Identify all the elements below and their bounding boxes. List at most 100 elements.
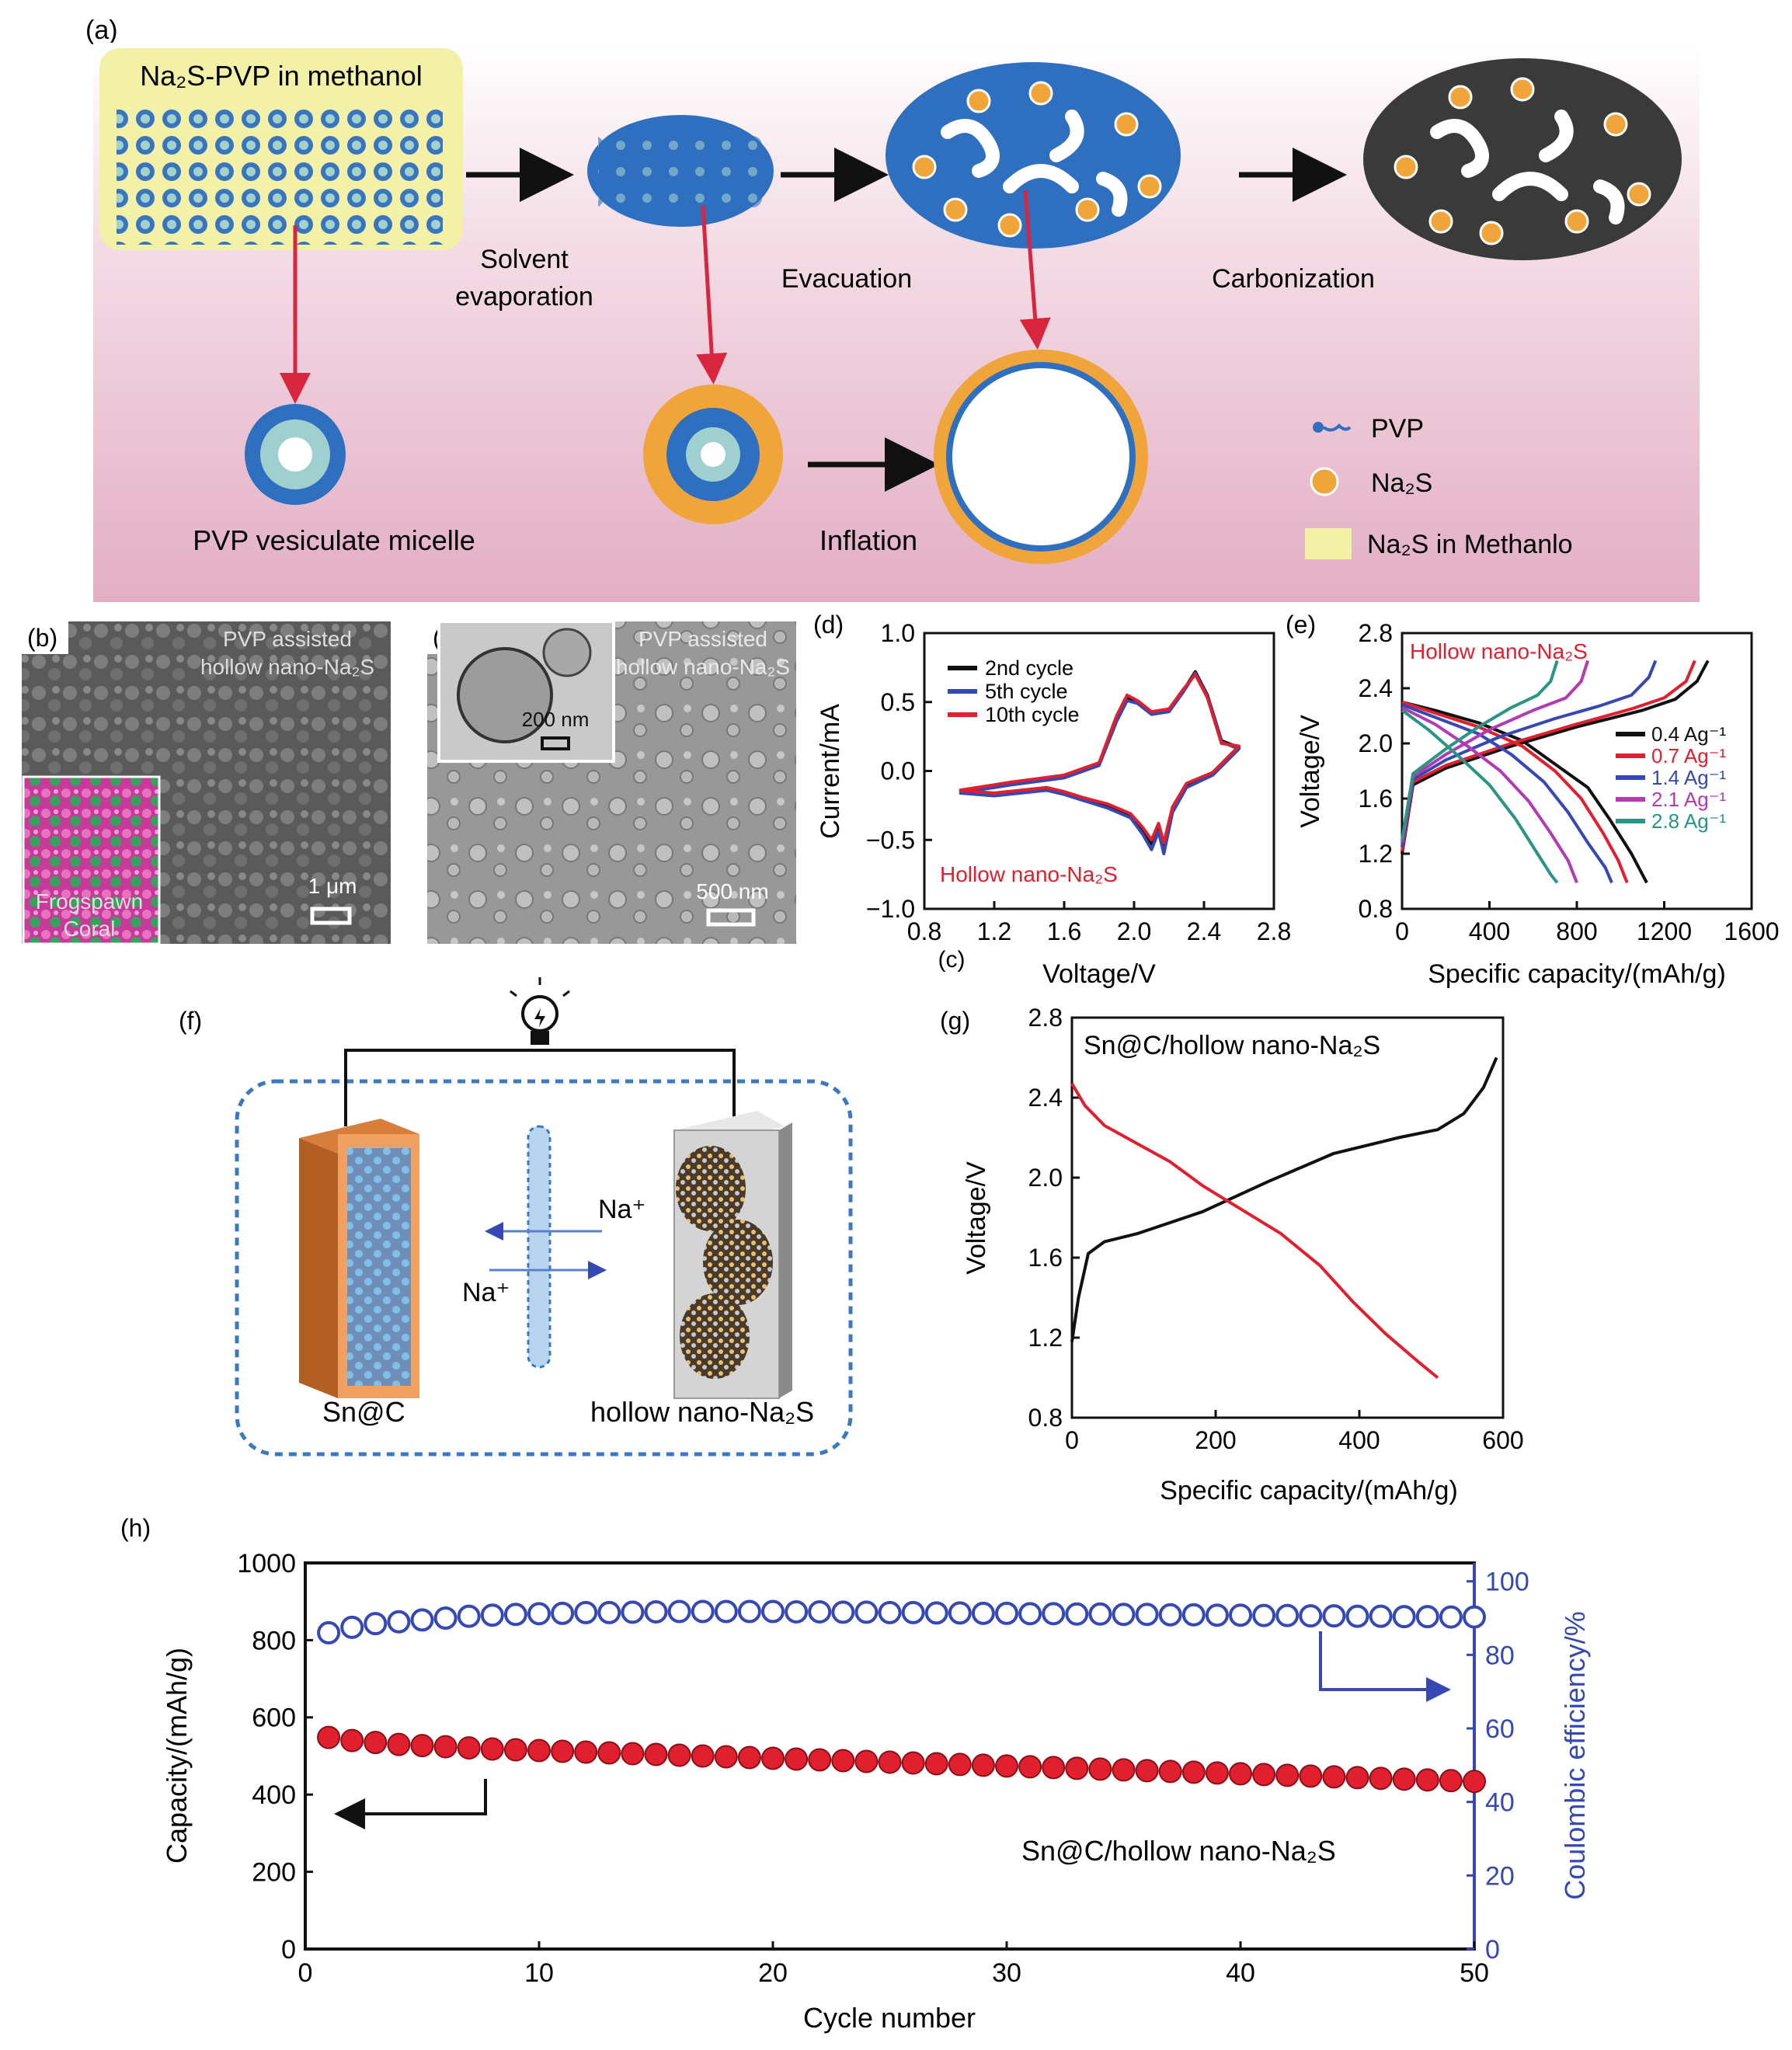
panel-d-ytick-label: 0.0	[881, 757, 915, 785]
panel-d-ytick-label: 1.0	[881, 619, 915, 647]
capacity-point	[831, 1749, 855, 1773]
efficiency-point	[1275, 1603, 1300, 1627]
efficiency-point	[924, 1601, 948, 1625]
efficiency-point	[1322, 1604, 1346, 1628]
efficiency-point	[995, 1601, 1018, 1625]
na2s-legend-icon	[1310, 467, 1339, 496]
anode-side	[299, 1138, 338, 1398]
panel-c-scale-bar	[706, 908, 756, 927]
evacuated-voids	[941, 110, 1128, 217]
capacity-point	[1369, 1766, 1393, 1791]
efficiency-point	[667, 1599, 691, 1624]
panel-h-y2tick-label: 20	[1485, 1861, 1515, 1891]
capacity-point	[737, 1745, 761, 1770]
capacity-point	[1322, 1765, 1346, 1789]
efficiency-point	[480, 1603, 504, 1627]
panel-g-series	[1070, 1056, 1498, 1380]
capacity-point	[1252, 1763, 1276, 1787]
panel-b-label-bg	[22, 621, 68, 654]
coral-inset	[22, 775, 161, 945]
capacity-point	[527, 1738, 551, 1763]
panel-e-legend-label: 2.8 Ag⁻¹	[1651, 809, 1726, 833]
panel-h-y2tick-label: 80	[1485, 1641, 1515, 1670]
panel-h-xtick-label: 40	[1226, 1958, 1255, 1988]
capacity-point	[1275, 1763, 1300, 1787]
panel-g-xtick-label: 400	[1338, 1426, 1380, 1454]
panel-h-xlabel: Cycle number	[803, 2002, 976, 2034]
efficiency-point	[878, 1600, 902, 1624]
panel-e-discharge-5	[1401, 708, 1559, 884]
external-circuit	[344, 1049, 736, 1142]
na2s-particles-blue	[912, 81, 1162, 238]
panel-h-ytick-label: 0	[281, 1935, 296, 1965]
pvp-legend-icon	[1313, 422, 1324, 433]
efficiency-point	[457, 1604, 481, 1628]
inflation-label: Inflation	[819, 524, 917, 556]
panel-e-xlabel: Specific capacity/(mAh/g)	[1428, 959, 1726, 989]
panel-d-ytick-label: 0.5	[881, 688, 915, 716]
panel-e-ytick-label: 1.6	[1359, 785, 1393, 813]
efficiency-point	[1369, 1604, 1393, 1628]
panel-e-legend-label: 2.1 Ag⁻¹	[1651, 788, 1726, 811]
capacity-point	[1415, 1768, 1439, 1792]
panel-e-discharge-1	[1401, 700, 1648, 884]
panel-g-ytick-label: 1.2	[1028, 1324, 1063, 1352]
panel-d-extra-label: (c)	[938, 947, 966, 973]
panel-d-legend-label: 10th cycle	[985, 703, 1080, 726]
capacity-point	[1135, 1759, 1159, 1783]
capacity-point	[785, 1747, 809, 1771]
capacity-point	[433, 1735, 458, 1759]
capacity-point	[1463, 1770, 1486, 1794]
capacity-point	[1229, 1762, 1252, 1786]
panel-d-chart: (d) Voltage/V Current/mA (c) Hollow nano…	[813, 611, 1291, 989]
legend-na2s: Na₂S	[1371, 468, 1432, 498]
micelle-label: PVP vesiculate micelle	[193, 524, 475, 556]
panel-e-discharge-4	[1401, 706, 1578, 884]
panel-g-xlabel: Specific capacity/(mAh/g)	[1160, 1476, 1458, 1505]
panel-c-title-1: PVP assisted	[639, 627, 767, 651]
capacity-point	[317, 1725, 341, 1749]
capacity-point	[1042, 1756, 1066, 1780]
anode-material	[347, 1148, 411, 1386]
panel-h-xtick-label: 20	[758, 1958, 788, 1988]
efficiency-point	[1252, 1603, 1276, 1627]
panel-a: (a) Na₂S-PVP in methanol Solvent evapora…	[85, 16, 1700, 602]
capacity-point	[457, 1736, 481, 1760]
efficiency-point	[854, 1600, 879, 1624]
panel-h-ytick-label: 600	[252, 1704, 296, 1733]
panel-e-label: (e)	[1286, 611, 1316, 639]
panel-d-legend-label: 2nd cycle	[985, 656, 1073, 680]
coated-micelle-core	[701, 442, 725, 467]
panel-e-charge-5	[1401, 660, 1559, 841]
efficiency-point	[644, 1599, 668, 1624]
panel-b-scale-text: 1 μm	[308, 874, 357, 898]
panel-e-charge-3	[1401, 660, 1658, 847]
capacity-point	[621, 1742, 645, 1766]
panel-d-xtick-label: 2.8	[1257, 917, 1291, 945]
capacity-point	[808, 1748, 832, 1772]
capacity-point	[1112, 1758, 1136, 1782]
hollow-sphere-outer	[934, 350, 1148, 564]
efficiency-point	[597, 1600, 621, 1624]
capacity-point	[1205, 1761, 1229, 1785]
panel-e-legend: 0.4 Ag⁻¹0.7 Ag⁻¹1.4 Ag⁻¹2.1 Ag⁻¹2.8 Ag⁻¹	[1616, 722, 1726, 833]
panel-h-y2label: Coulombic efficiency/%	[1559, 1611, 1591, 1900]
panel-d-ticks: 0.8 1.2 1.6 2.0 2.4 2.8 1.0 0.5 0.0 −0.5 −1.0	[866, 619, 1291, 945]
panel-e-xtick-label: 1600	[1724, 917, 1779, 945]
capacity-point	[1345, 1766, 1369, 1790]
panel-g-series-discharge	[1070, 1082, 1439, 1380]
cathode-blob-1	[676, 1146, 746, 1231]
panel-d-legend-label: 5th cycle	[985, 680, 1068, 703]
capacity-point	[948, 1752, 972, 1777]
efficiency-point	[737, 1599, 761, 1624]
efficiency-point	[574, 1600, 598, 1624]
panel-e-ytick-label: 1.2	[1359, 840, 1393, 868]
capacity-point	[597, 1741, 621, 1765]
pvp-legend-tail	[1322, 423, 1352, 432]
efficiency-point	[433, 1606, 458, 1630]
efficiency-point	[691, 1599, 715, 1624]
efficiency-point	[340, 1615, 364, 1639]
panel-h-xtick-label: 50	[1460, 1958, 1489, 1988]
step1-line1: Solvent	[480, 245, 569, 274]
capacity-point	[1088, 1757, 1112, 1781]
